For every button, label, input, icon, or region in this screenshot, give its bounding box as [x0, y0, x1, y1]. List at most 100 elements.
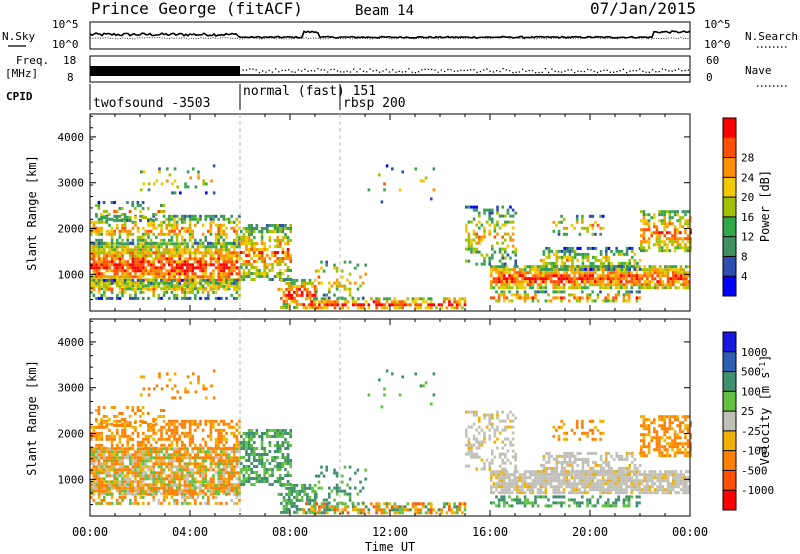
velocity-cell	[144, 459, 148, 463]
power-cell	[631, 246, 634, 250]
power-cell	[160, 257, 163, 261]
cpid-mode-twofsound: twofsound -3503	[93, 96, 210, 111]
velocity-cell	[220, 480, 223, 484]
power-cell	[623, 252, 626, 256]
power-cell	[287, 296, 291, 300]
power-cell	[92, 266, 96, 270]
power-cell	[184, 182, 187, 186]
velocity-cell	[214, 450, 218, 454]
velocity-cell	[266, 435, 269, 438]
velocity-cell	[131, 425, 135, 429]
power-cell	[557, 229, 561, 233]
power-cell	[105, 254, 109, 258]
power-cell	[126, 266, 129, 270]
nave-dot	[268, 69, 270, 71]
power-cell	[168, 287, 171, 291]
power-cell	[260, 251, 264, 254]
power-cell	[152, 251, 155, 255]
power-cell	[328, 303, 332, 307]
power-cell	[95, 266, 98, 270]
power-cell	[666, 271, 670, 275]
power-cell	[250, 230, 253, 233]
nave-label: Nave	[745, 64, 772, 77]
power-cell	[526, 296, 529, 300]
velocity-cell	[100, 483, 103, 487]
power-cell	[493, 223, 497, 227]
power-cell	[141, 207, 145, 210]
velocity-cell	[380, 508, 384, 512]
power-cell	[493, 229, 497, 233]
power-cell	[263, 227, 266, 230]
velocity-cell	[105, 415, 108, 418]
velocity-cell	[194, 465, 197, 469]
power-cell	[315, 306, 319, 310]
power-cell	[614, 274, 618, 278]
power-cell	[627, 265, 631, 269]
power-cell	[204, 217, 207, 221]
velocity-cell	[247, 480, 251, 483]
power-cell	[103, 281, 106, 285]
velocity-cell	[113, 456, 116, 460]
velocity-cell	[110, 492, 114, 496]
power-cell	[472, 205, 476, 209]
power-cell	[679, 271, 683, 275]
power-cell	[578, 232, 582, 236]
velocity-cell	[155, 486, 158, 490]
power-cell	[414, 297, 417, 301]
power-cell	[674, 277, 678, 281]
velocity-cell	[214, 456, 218, 460]
power-cell	[674, 268, 678, 272]
power-cell	[263, 275, 266, 278]
power-cell	[653, 283, 657, 287]
power-cell	[594, 264, 598, 268]
power-cell	[333, 303, 337, 307]
power-cell	[333, 281, 336, 285]
velocity-cell	[160, 431, 163, 435]
velocity-cell	[380, 511, 384, 515]
velocity-cell	[375, 502, 378, 506]
velocity-cell	[136, 450, 140, 454]
velocity-cell	[131, 501, 135, 505]
power-cell	[155, 241, 158, 245]
power-cell	[300, 278, 304, 282]
velocity-cell	[287, 489, 291, 493]
power-cell	[245, 275, 248, 278]
power-cell	[581, 255, 585, 259]
power-cell	[183, 281, 187, 285]
velocity-cell	[136, 480, 140, 484]
power-cell	[152, 287, 155, 291]
velocity-cell	[160, 462, 163, 466]
power-cell	[225, 281, 228, 285]
velocity-cell	[121, 465, 124, 469]
velocity-cell	[305, 502, 308, 506]
power-cell	[648, 286, 652, 290]
power-cell	[475, 262, 478, 266]
velocity-cell	[312, 508, 316, 512]
velocity-cell	[225, 440, 228, 444]
velocity-cell	[207, 495, 210, 499]
power-cell	[620, 264, 624, 268]
velocity-cell	[255, 429, 259, 432]
power-cell	[166, 179, 169, 183]
velocity-cell	[279, 432, 282, 435]
power-cell	[136, 281, 140, 285]
power-cell	[139, 275, 142, 279]
velocity-cell	[188, 437, 192, 441]
velocity-cell	[227, 456, 231, 460]
velocity-cell	[191, 489, 194, 493]
freq-label-line1: Freq.	[16, 54, 49, 67]
power-cell	[651, 271, 654, 275]
power-cell	[118, 232, 122, 236]
power-cell	[651, 265, 654, 269]
nave-dot	[564, 70, 566, 72]
power-cell	[165, 272, 168, 276]
velocity-cell	[160, 447, 163, 451]
power-cell	[183, 275, 187, 279]
velocity-cell	[136, 462, 140, 466]
power-cell	[235, 229, 239, 233]
power-cell	[173, 251, 176, 255]
velocity-cell	[312, 511, 316, 515]
power-cell	[638, 286, 641, 290]
power-cell	[612, 267, 616, 271]
velocity-cell	[238, 498, 241, 502]
